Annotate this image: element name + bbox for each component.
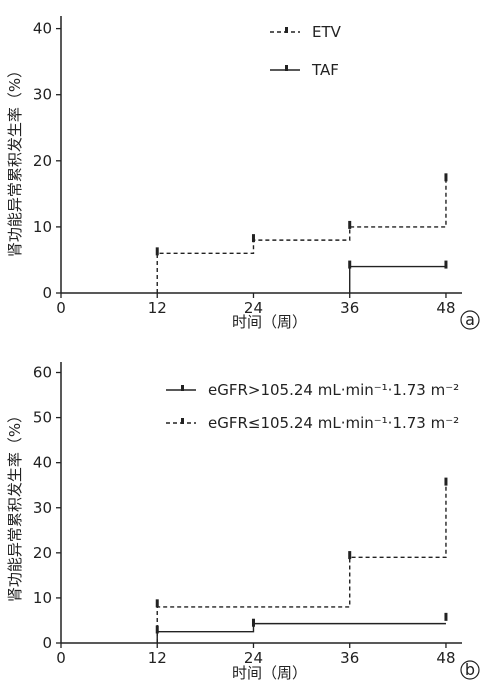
y-tick-label: 10 [33,589,52,607]
series-line-0 [156,177,447,293]
x-tick-label: 12 [148,649,167,667]
y-tick-label: 20 [33,544,52,562]
x-axis-label: 时间（周） [232,664,307,682]
y-tick-label: 60 [33,364,52,382]
x-tick-label: 36 [340,299,359,317]
y-tick-label: 30 [33,86,52,104]
chart-panel-b: 0 10 20 30 40 50 60 0 12 24 36 48 时间（周） 肾功能异常累积发生率（%）… [6,362,480,682]
x-tick-label: 48 [436,649,455,667]
chart-panel-a: 0 10 20 30 40 0 12 24 36 48 时间（周） 肾功能异常累积发生率（%） ETV T… [6,16,480,331]
x-tick-label: 48 [436,299,455,317]
series-line-1 [156,480,447,643]
y-tick-label: 40 [33,20,52,38]
y-tick-label: 10 [33,218,52,236]
legend-label-1: eGFR≤105.24 mL·min⁻¹·1.73 m⁻² [208,414,459,432]
x-tick-label: 0 [56,299,66,317]
y-tick-label: 40 [33,454,52,472]
y-axis-label: 肾功能异常累积发生率（%） [6,408,24,602]
y-tick-label: 50 [33,409,52,427]
x-tick-label: 24 [244,649,263,667]
x-tick-label: 0 [56,649,66,667]
x-tick-label: 36 [340,649,359,667]
legend-label-0: ETV [312,23,342,41]
series-line-0 [156,622,446,643]
y-tick-label: 0 [42,634,52,652]
series-line-1 [349,265,446,293]
panel-label: b [465,660,475,679]
panel-label-circle [460,310,480,330]
panel-label: a [465,310,475,329]
legend-label-1: TAF [311,61,339,79]
x-tick-label: 12 [148,299,167,317]
y-axis-label: 肾功能异常累积发生率（%） [6,63,24,257]
y-tick-label: 30 [33,499,52,517]
legend-label-0: eGFR>105.24 mL·min⁻¹·1.73 m⁻² [208,381,459,399]
y-tick-label: 0 [42,284,52,302]
panel-label-circle [460,660,480,680]
y-tick-label: 20 [33,152,52,170]
x-tick-label: 24 [244,299,263,317]
x-axis-label: 时间（周） [232,313,307,331]
